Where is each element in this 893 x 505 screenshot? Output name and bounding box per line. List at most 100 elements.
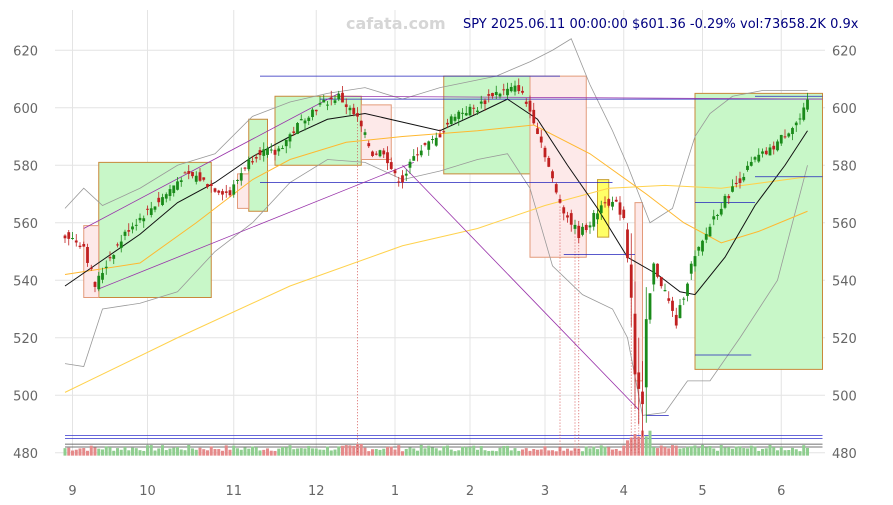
candle-body — [678, 305, 682, 319]
candle-body — [547, 157, 551, 167]
candle-body — [183, 172, 187, 174]
volume-bar — [371, 449, 374, 456]
y-tick-label-left: 540 — [13, 274, 38, 289]
x-tick-label: 3 — [541, 484, 549, 499]
volume-bar — [209, 446, 213, 456]
candle-body — [802, 107, 806, 120]
volume-bar — [228, 449, 232, 456]
volume-bar — [622, 445, 626, 456]
candle-body — [153, 206, 157, 210]
candle-body — [622, 209, 626, 219]
volume-bar — [427, 445, 431, 456]
volume-bar — [446, 445, 449, 456]
volume-bar — [641, 430, 644, 456]
ma-slow-line — [64, 176, 808, 393]
volume-bar — [292, 449, 296, 456]
volume-bar — [678, 448, 682, 456]
volume-bar — [206, 450, 209, 456]
candle-body — [206, 184, 209, 187]
volume-bar — [494, 451, 498, 456]
zone-green — [98, 161, 212, 298]
volume-bar — [592, 446, 596, 456]
volume-bar — [581, 451, 584, 456]
volume-bar — [382, 448, 386, 456]
candle-body — [757, 154, 761, 162]
volume-bar — [213, 449, 217, 456]
volume-bar — [768, 444, 772, 456]
candlesticks — [63, 78, 809, 437]
volume-bar — [738, 446, 742, 456]
candle-body — [791, 128, 794, 135]
candle-body — [528, 100, 532, 112]
volume-bar — [352, 445, 356, 456]
x-tick-label: 9 — [68, 484, 76, 499]
candle-body — [172, 185, 176, 194]
candle-body — [498, 93, 502, 97]
volume-bar — [314, 448, 318, 456]
volume-bar — [487, 451, 491, 456]
volume-bar — [716, 450, 719, 456]
zone-green — [274, 95, 362, 166]
quote-price: $601.36 — [631, 17, 686, 32]
volume-bar — [251, 446, 254, 456]
volume-bar — [187, 444, 191, 456]
volume-bar — [172, 447, 176, 456]
volume-bar — [374, 448, 378, 456]
candle-body — [82, 244, 86, 247]
candle-body — [483, 100, 487, 105]
candle-body — [228, 190, 232, 196]
volume-bar — [611, 449, 614, 456]
candle-body — [686, 283, 689, 296]
volume-bar — [764, 448, 768, 456]
candle-body — [161, 197, 164, 206]
zone-red — [83, 225, 100, 298]
candle-body — [558, 199, 562, 203]
y-tick-label-right: 500 — [832, 389, 857, 404]
volume-bar — [168, 448, 172, 456]
candle-body — [307, 117, 311, 121]
candle-body — [742, 176, 746, 181]
volume-bar — [599, 445, 603, 456]
volume-bar — [183, 450, 187, 456]
candle-body — [641, 391, 644, 405]
candle-body — [382, 150, 386, 155]
candle-body — [363, 132, 367, 135]
candle-body — [374, 153, 378, 155]
candle-body — [168, 189, 172, 196]
candle-body — [633, 313, 637, 375]
candle-body — [344, 104, 348, 108]
candle-body — [464, 113, 468, 116]
volume-bar — [104, 446, 108, 456]
trend-line — [98, 162, 414, 290]
candle-body — [674, 314, 678, 326]
volume-bar — [224, 445, 228, 456]
candle-body — [371, 151, 374, 156]
volume-bar — [442, 446, 446, 456]
candle-body — [491, 92, 494, 97]
candle-body — [116, 244, 119, 246]
volume-bar — [603, 446, 607, 456]
candle-body — [731, 186, 734, 192]
volume-bar — [787, 449, 791, 456]
volume-bar — [562, 450, 566, 456]
volume-bar — [393, 449, 397, 456]
volume-bar — [134, 448, 138, 456]
volume-bar — [671, 445, 674, 456]
candle-body — [671, 300, 674, 311]
volume-bar — [359, 444, 363, 456]
candle-body — [521, 90, 524, 93]
zone-green — [443, 75, 531, 175]
volume-bar — [153, 450, 157, 456]
volume-bar — [734, 446, 738, 456]
x-tick-label: 2 — [466, 484, 474, 499]
volume-bar — [247, 448, 251, 456]
candle-body — [599, 205, 603, 214]
candle-body — [659, 276, 663, 287]
candle-body — [502, 89, 506, 91]
candle-body — [573, 224, 577, 229]
candle-body — [494, 91, 498, 95]
y-tick-label-right: 580 — [832, 159, 857, 174]
volume-bar — [791, 447, 794, 456]
volume-bar — [483, 450, 487, 456]
volume-bar — [363, 447, 367, 456]
